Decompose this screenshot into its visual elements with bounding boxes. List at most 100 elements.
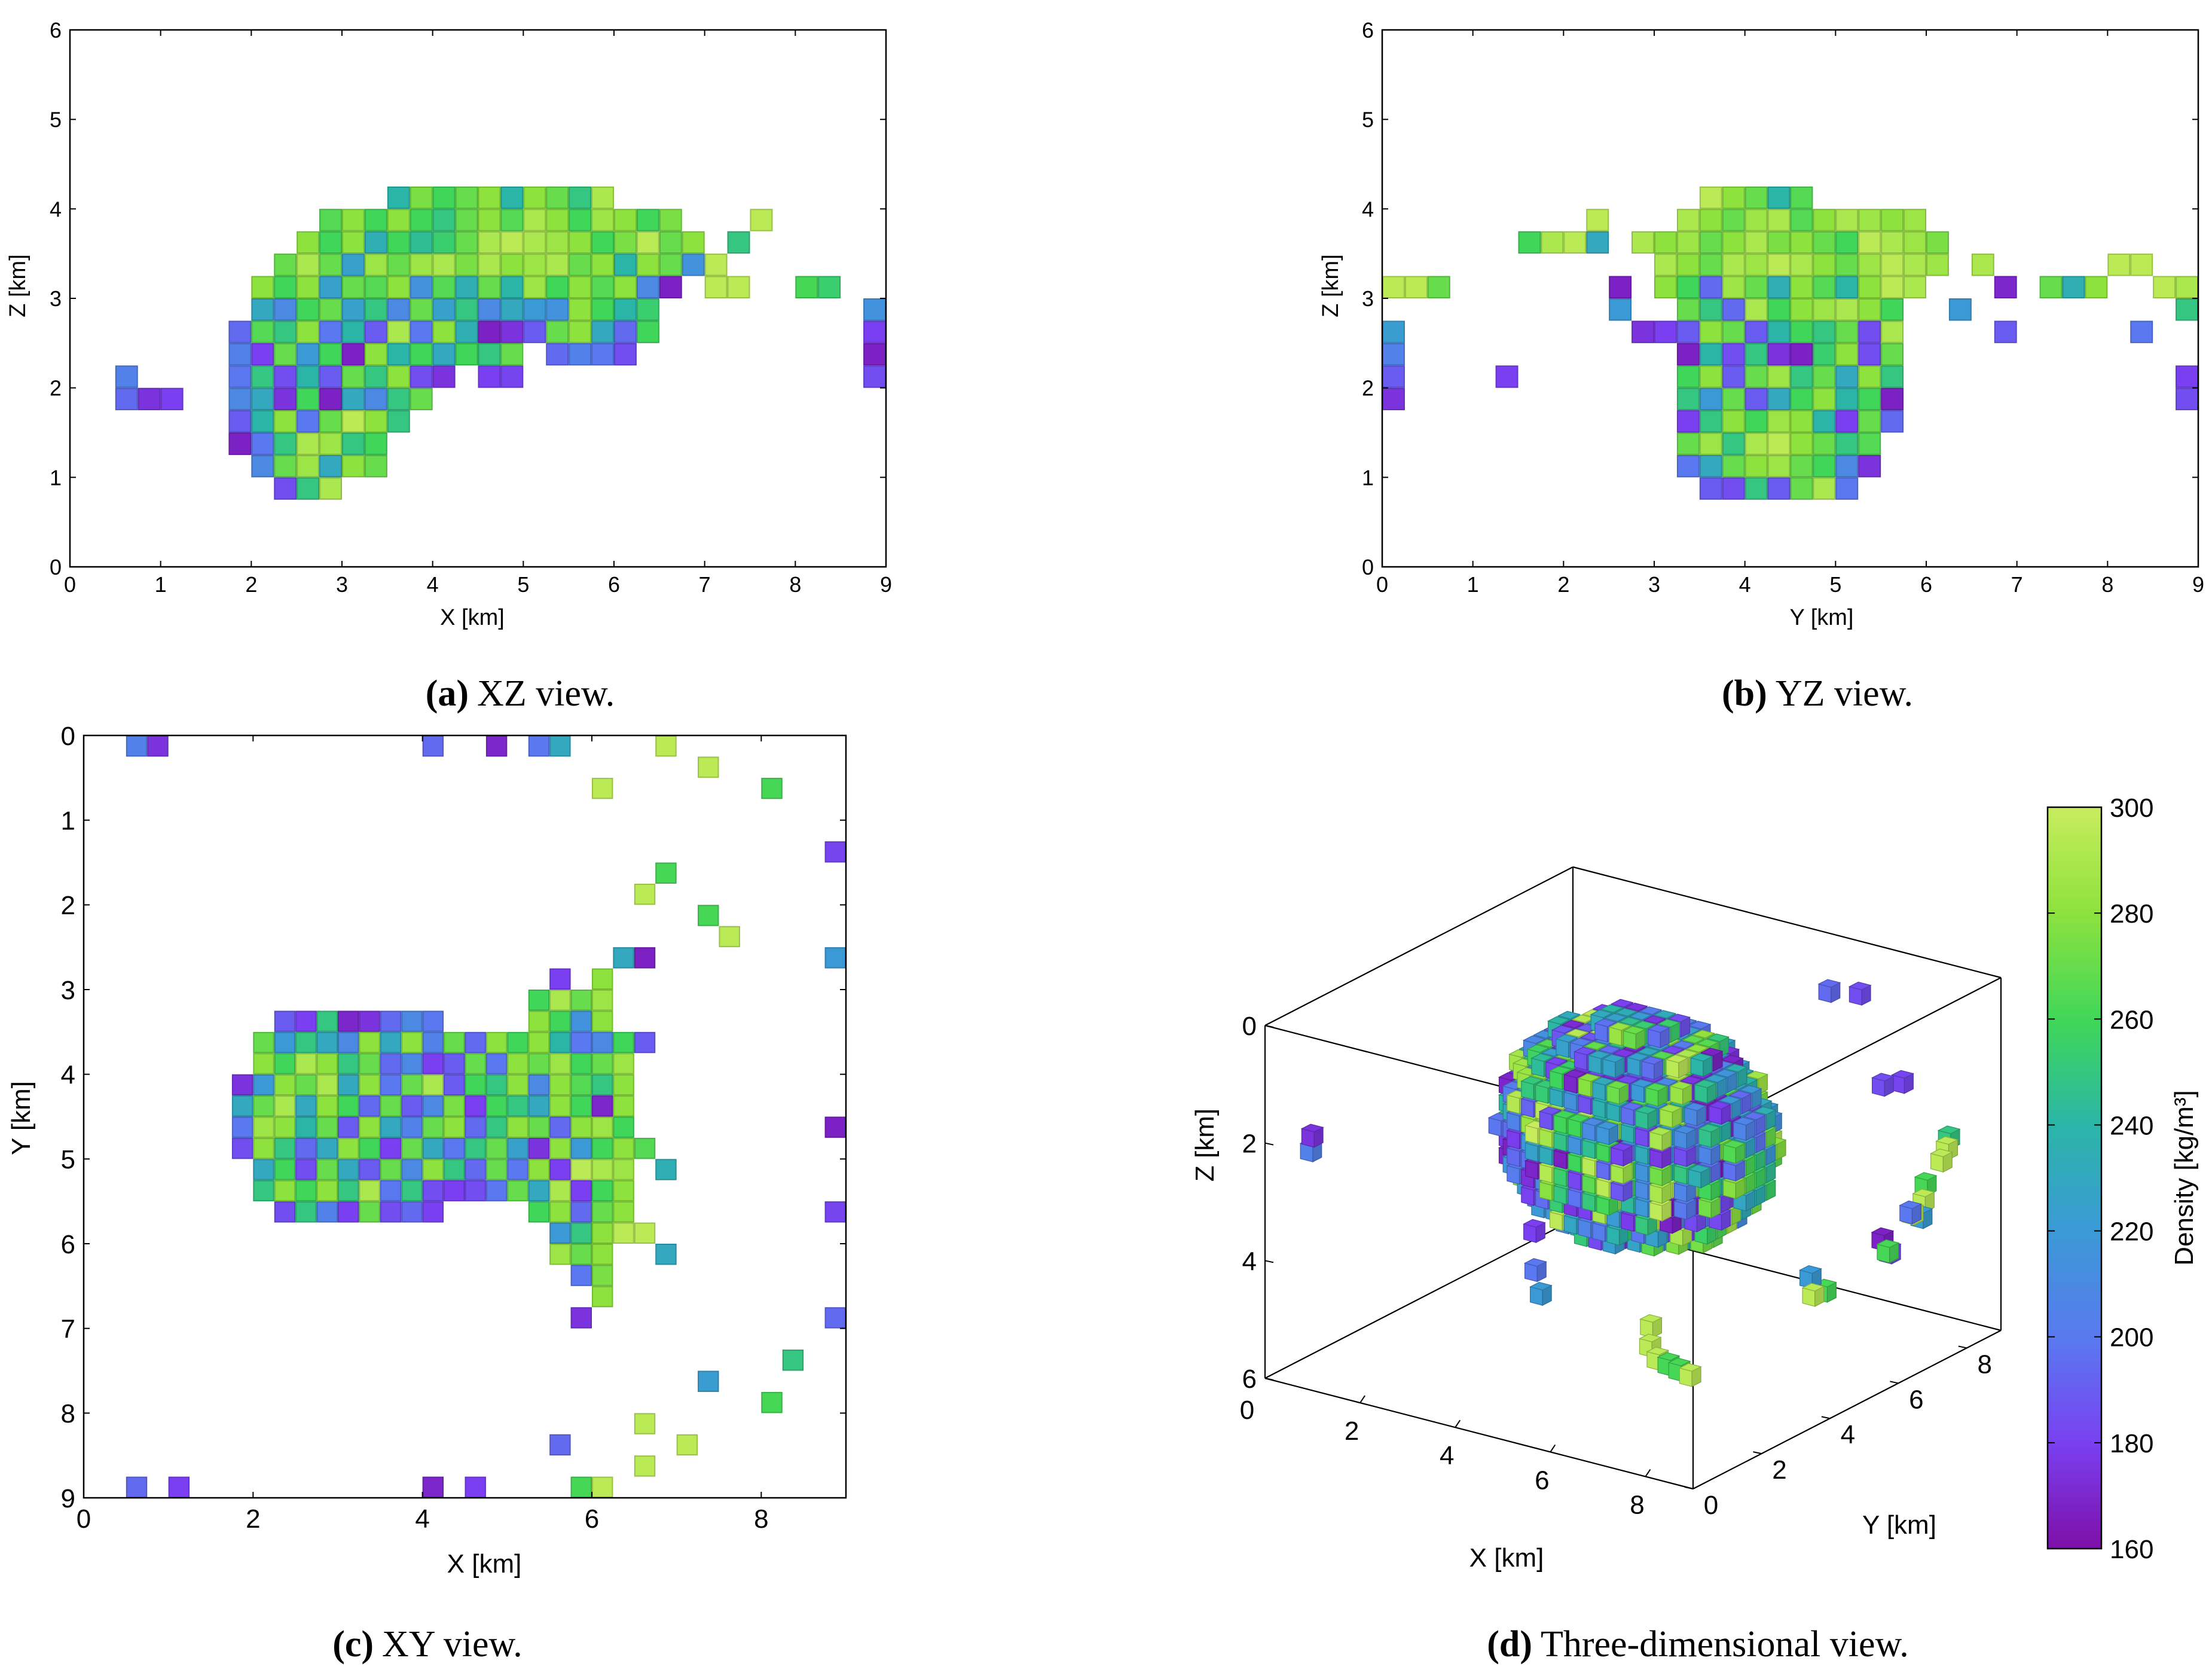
y-tick-label: 1 [1362, 465, 1374, 490]
cell [444, 1159, 465, 1180]
voxel-face [1899, 1200, 1923, 1210]
y-tick-label: 2 [1772, 1455, 1786, 1485]
cell [1835, 454, 1859, 478]
cell [387, 298, 410, 321]
cell [387, 320, 410, 343]
cell [1744, 276, 1768, 299]
cell [824, 1307, 847, 1329]
cell [478, 320, 501, 343]
cell [1744, 454, 1768, 478]
cell [1858, 454, 1881, 478]
voxel-face [1551, 1025, 1575, 1034]
cell [1654, 320, 1677, 343]
cell [1790, 298, 1813, 321]
cell [549, 1244, 571, 1265]
cell [297, 254, 320, 276]
cell [698, 905, 719, 926]
y-tick-label: 6 [50, 18, 62, 42]
x-tick-label: 6 [1920, 572, 1932, 597]
cell [1676, 410, 1700, 433]
cell [342, 320, 365, 343]
cell [1744, 320, 1768, 343]
voxel-face [1914, 1172, 1938, 1181]
cell [546, 186, 569, 209]
x-tick [1359, 1395, 1365, 1403]
cell [1767, 432, 1791, 455]
y-tick-label: 0 [61, 722, 75, 751]
z-tick [1264, 1378, 1274, 1381]
cell [570, 1053, 592, 1074]
y-tick-label: 0 [1704, 1491, 1718, 1520]
cell [338, 1074, 359, 1096]
cell [387, 254, 410, 276]
cell [1676, 454, 1700, 478]
voxel-face [1724, 1064, 1748, 1073]
voxel-face [1661, 1045, 1685, 1054]
cell [274, 1053, 296, 1074]
voxel-face [1753, 1106, 1777, 1115]
colorbar: 160 180 200 220 240 260 280 300 Density [kg/m³] [2046, 793, 2199, 1564]
cell [251, 320, 274, 343]
cell [1858, 432, 1881, 455]
voxel-face [1682, 1035, 1706, 1044]
cell [1790, 231, 1813, 254]
cell [613, 1074, 634, 1096]
cell [338, 1159, 359, 1180]
cell [1926, 254, 1949, 276]
box-edge [1692, 1330, 2002, 1489]
x-tick-label: 2 [245, 572, 257, 597]
cell [500, 298, 524, 321]
cell [387, 387, 410, 411]
cell [1722, 387, 1745, 411]
y-tick [1684, 1486, 1694, 1489]
caption-d: (d) Three-dimensional view. [1487, 1624, 1909, 1665]
cell [1722, 298, 1745, 321]
plot-frame [83, 734, 847, 1499]
voxel-face [1692, 1030, 1716, 1039]
cell [1835, 410, 1859, 433]
cell [614, 298, 637, 321]
cell [274, 320, 297, 343]
cell [432, 276, 456, 299]
cell [319, 365, 342, 388]
cell [634, 1455, 656, 1477]
box-edge [1264, 866, 1574, 1026]
cell [863, 365, 887, 388]
cell [342, 410, 365, 433]
caption-c-label: (c) [332, 1624, 374, 1665]
cell [410, 276, 433, 299]
cell [410, 343, 433, 366]
x-tick-label: 5 [1829, 572, 1841, 597]
voxel-face [1600, 1004, 1624, 1013]
voxel-face [1639, 1006, 1663, 1015]
cell [387, 231, 410, 254]
y-tick-label: 4 [1362, 197, 1374, 221]
cell [297, 365, 320, 388]
cell [1563, 231, 1587, 254]
cell [750, 209, 773, 231]
cell [824, 947, 847, 969]
cell [444, 1137, 465, 1159]
cell [1790, 209, 1813, 231]
cell [274, 1180, 296, 1202]
cell [1994, 276, 2017, 299]
cell [592, 1031, 613, 1054]
y-tick-label: 6 [61, 1230, 75, 1259]
caption-a-label: (a) [426, 673, 469, 714]
cell [295, 1159, 317, 1180]
cell [432, 298, 456, 321]
cell [592, 1244, 613, 1265]
cell [659, 209, 682, 231]
voxel-face [1591, 1077, 1615, 1086]
cell [1813, 343, 1836, 366]
cell [528, 1180, 550, 1202]
cell [634, 1413, 656, 1434]
cell [253, 1137, 274, 1159]
cell [613, 1095, 634, 1117]
cell [592, 1222, 613, 1244]
cell [485, 1116, 508, 1138]
cell [401, 1201, 423, 1223]
cell [1948, 298, 1972, 321]
voxel-face [1526, 1044, 1550, 1053]
box-edge [1264, 1219, 1574, 1379]
